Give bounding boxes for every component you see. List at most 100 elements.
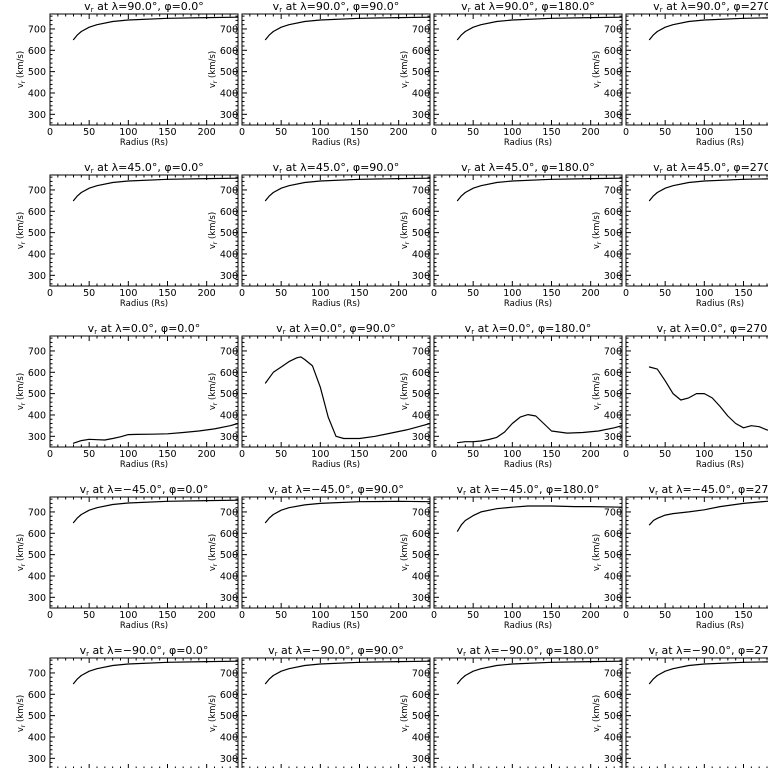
- x-tick-label: 100: [503, 288, 521, 299]
- y-axis-label: vr (km/s): [592, 534, 603, 571]
- y-tick-label: 300: [412, 593, 430, 604]
- y-tick-label: 300: [28, 593, 46, 604]
- plot-frame: [625, 657, 768, 768]
- x-tick-label: 150: [158, 288, 176, 299]
- y-tick-label: 300: [412, 271, 430, 282]
- plot-frame: [625, 174, 768, 287]
- y-tick-label: 700: [604, 668, 622, 679]
- x-tick-label: 50: [83, 127, 95, 138]
- x-tick-label: 100: [311, 288, 329, 299]
- x-tick-label: 0: [239, 288, 245, 299]
- y-tick-label: 500: [412, 711, 430, 722]
- y-tick-label: 400: [412, 88, 430, 99]
- y-axis-label: vr (km/s): [208, 212, 219, 249]
- y-tick-label: 300: [220, 110, 238, 121]
- series-line: [648, 500, 768, 526]
- x-axis-label: Radius (Rs): [696, 299, 744, 309]
- y-tick-label: 700: [28, 507, 46, 518]
- subplot-title: vr at λ=0.0°, φ=270.0°: [657, 322, 768, 336]
- subplot-title: vr at λ=−45.0°, φ=90.0°: [268, 483, 404, 497]
- subplot-title: vr at λ=−90.0°, φ=270.0°: [649, 644, 768, 658]
- y-axis-label: vr (km/s): [16, 51, 27, 88]
- y-tick-label: 400: [28, 410, 46, 421]
- y-axis-label: vr (km/s): [592, 212, 603, 249]
- x-tick-label: 50: [275, 610, 287, 621]
- y-axis-label: vr (km/s): [592, 51, 603, 88]
- subplot-5: vr at λ=45.0°, φ=90.0° 0 50 100 150 200 300 400…: [208, 161, 431, 309]
- y-tick-label: 600: [412, 207, 430, 218]
- x-tick-label: 50: [467, 127, 479, 138]
- series-line: [264, 16, 431, 41]
- y-tick-label: 500: [220, 228, 238, 239]
- y-axis-label: vr (km/s): [16, 373, 27, 410]
- y-tick-label: 700: [604, 185, 622, 196]
- y-tick-label: 500: [28, 389, 46, 400]
- series-line: [648, 366, 768, 431]
- x-tick-label: 0: [47, 127, 53, 138]
- y-axis-label: vr (km/s): [208, 534, 219, 571]
- x-tick-label: 150: [350, 449, 368, 460]
- y-tick-label: 300: [412, 110, 430, 121]
- y-tick-label: 600: [412, 690, 430, 701]
- x-tick-label: 50: [467, 610, 479, 621]
- x-tick-label: 0: [431, 288, 437, 299]
- x-tick-label: 50: [83, 288, 95, 299]
- y-tick-label: 500: [604, 389, 622, 400]
- x-tick-label: 50: [275, 127, 287, 138]
- x-tick-label: 200: [390, 449, 408, 460]
- x-tick-label: 100: [695, 127, 713, 138]
- x-tick-label: 150: [350, 288, 368, 299]
- x-axis-label: Radius (Rs): [120, 460, 168, 470]
- y-tick-label: 500: [28, 67, 46, 78]
- x-tick-label: 100: [311, 610, 329, 621]
- y-tick-label: 500: [604, 550, 622, 561]
- subplot-0: vr at λ=90.0°, φ=0.0° 0 50 100 150 200 300 400 5…: [16, 0, 239, 148]
- y-tick-label: 500: [220, 67, 238, 78]
- x-tick-label: 150: [158, 610, 176, 621]
- subplot-17: vr at λ=−90.0°, φ=90.0°05010015020030040…: [208, 644, 431, 768]
- series-line: [648, 661, 768, 685]
- y-axis-label: vr (km/s): [16, 695, 27, 732]
- x-tick-label: 150: [158, 127, 176, 138]
- y-axis-label: vr (km/s): [592, 373, 603, 410]
- x-tick-label: 150: [542, 288, 560, 299]
- series-line: [264, 177, 431, 202]
- series-line: [264, 356, 431, 440]
- y-tick-label: 300: [604, 110, 622, 121]
- x-tick-label: 150: [158, 449, 176, 460]
- y-tick-label: 700: [28, 668, 46, 679]
- subplot-title: vr at λ=90.0°, φ=90.0°: [273, 0, 400, 14]
- x-axis-label: Radius (Rs): [696, 460, 744, 470]
- subplot-7: vr at λ=45.0°, φ=270.0°05010015020030040…: [592, 161, 768, 309]
- x-tick-label: 50: [659, 127, 671, 138]
- subplot-14: vr at λ=−45.0°, φ=180.0° 0 50 100 150 200 300 4…: [400, 483, 623, 631]
- y-axis-label: vr (km/s): [16, 212, 27, 249]
- x-tick-label: 200: [390, 127, 408, 138]
- x-axis-label: Radius (Rs): [312, 460, 360, 470]
- x-tick-label: 200: [582, 127, 600, 138]
- y-tick-label: 300: [604, 432, 622, 443]
- y-tick-label: 600: [28, 690, 46, 701]
- y-tick-label: 600: [28, 368, 46, 379]
- y-tick-label: 700: [412, 507, 430, 518]
- x-tick-label: 0: [431, 127, 437, 138]
- y-tick-label: 600: [220, 690, 238, 701]
- series-line: [648, 17, 768, 41]
- y-tick-label: 500: [604, 711, 622, 722]
- series-line: [264, 660, 431, 685]
- x-axis-label: Radius (Rs): [504, 621, 552, 631]
- x-tick-label: 200: [198, 449, 216, 460]
- y-tick-label: 700: [604, 507, 622, 518]
- x-axis-label: Radius (Rs): [120, 299, 168, 309]
- subplot-2: vr at λ=90.0°, φ=180.0° 0 50 100 150 200 300 40…: [400, 0, 623, 148]
- subplot-title: vr at λ=−45.0°, φ=0.0°: [80, 483, 209, 497]
- subplot-16: vr at λ=−90.0°, φ=0.0°050100150200300400…: [16, 644, 239, 768]
- y-tick-label: 400: [220, 732, 238, 743]
- x-tick-label: 200: [198, 610, 216, 621]
- subplot-3: vr at λ=90.0°, φ=270.0°05010015020030040…: [592, 0, 768, 148]
- y-axis-label: vr (km/s): [400, 695, 411, 732]
- y-tick-label: 500: [28, 711, 46, 722]
- y-tick-label: 700: [220, 24, 238, 35]
- y-tick-label: 700: [28, 24, 46, 35]
- y-tick-label: 400: [604, 249, 622, 260]
